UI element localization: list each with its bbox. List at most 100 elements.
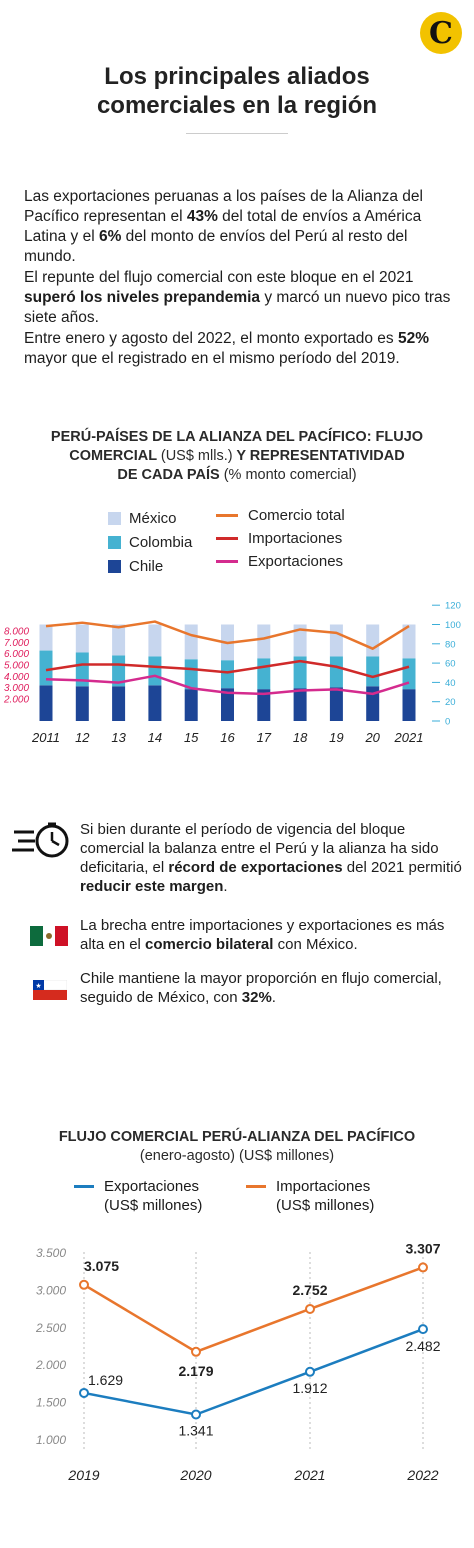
x-axis-label: 19 [329,730,343,745]
right-axis-tick: 120 [445,601,461,612]
imports-data-label: 3.075 [84,1258,119,1274]
bar-mexico [366,624,380,657]
left-axis-tick: 6.000 [4,649,29,660]
page-title: Los principales aliados comerciales en l… [0,62,474,120]
text: Y REPRESENTATIVIDAD [232,448,405,464]
text: La brecha entre importaciones y exportac… [80,917,445,953]
exports-point [191,1409,201,1420]
imports-point [305,1303,315,1314]
y-axis-tick: 3.500 [36,1246,66,1260]
bar-mexico [75,624,89,653]
text: con México. [273,936,358,953]
bar-mexico [148,624,162,657]
text: Las exportaciones peruanas a los países … [24,188,423,225]
bar-chile [184,689,198,721]
exports-point [305,1366,315,1377]
text: . [271,989,276,1006]
label: Exportaciones [104,1178,200,1195]
x-axis-label: 2022 [406,1467,438,1483]
chart2-title-line-2: (enero-agosto) (US$ millones) [139,1148,335,1164]
bar-colombia [402,658,416,690]
legend-colombia: Colombia [108,530,192,554]
chart1-title: PERÚ-PAÍSES DE LA ALIANZA DEL PACÍFICO: … [20,428,454,485]
brand-logo: C [420,12,462,54]
bar-mexico [39,624,53,651]
highlight: 6% [98,228,122,245]
y-axis-tick: 2.500 [35,1321,66,1335]
label: Importaciones [276,1178,371,1195]
bar-chile [75,686,89,721]
x-axis-label: 12 [75,730,90,745]
text: del 2021 permitió [342,859,462,876]
x-axis-label: 17 [257,730,272,745]
bar-colombia [366,656,380,687]
bar-colombia [293,656,307,689]
bar-mexico [293,624,307,657]
left-axis-tick: 4.000 [4,672,29,683]
text: DE CADA PAÍS [117,467,224,483]
text: del monto de envíos del Perú al resto de… [24,228,408,265]
highlight: reducir este margen [80,878,224,895]
stopwatch-icon [10,818,72,862]
imports-point [79,1279,89,1290]
line-swatch [246,1185,266,1188]
y-axis-tick: 1.500 [36,1396,66,1410]
chart2-title-line-1: FLUJO COMERCIAL PERÚ-ALIANZA DEL PACÍFIC… [58,1129,416,1145]
mexico-flag-icon [30,926,68,946]
chart2-legend-exports: Exportaciones (US$ millones) [74,1177,202,1215]
bar-mexico [257,624,271,659]
bar-colombia [75,652,89,687]
exports-data-label: 1.912 [292,1380,327,1396]
bar-colombia [329,656,343,688]
note-3: Chile mantiene la mayor proporción en fl… [80,969,464,1007]
bar-mexico [184,624,198,660]
swatch [108,535,121,549]
x-axis-label: 2011 [31,730,60,745]
intro-paragraph-1: Las exportaciones peruanas a los países … [24,187,456,267]
x-axis-label: 15 [184,730,199,745]
bar-colombia [221,660,234,689]
line-swatch [216,537,238,540]
text: Entre enero y agosto del 2022, el monto … [24,330,398,347]
bar-chile [221,688,234,721]
text: (% monto comercial) [223,467,357,483]
bar-colombia [39,650,53,686]
label: Chile [129,557,164,575]
x-axis-label: 2021 [293,1467,325,1483]
text: . [223,878,228,895]
bar-colombia [112,655,126,687]
y-axis-tick: 3.000 [36,1283,66,1297]
exports-point [418,1324,428,1335]
chart1-title-line-1: PERÚ-PAÍSES DE LA ALIANZA DEL PACÍFICO: … [50,429,424,445]
x-axis-label: 13 [111,730,126,745]
bar-colombia [148,656,162,686]
highlight: superó los niveles prepandemia [24,289,261,306]
line-swatch [216,560,238,563]
label: Colombia [129,533,193,551]
x-axis-label: 2020 [179,1467,211,1483]
exports-data-label: 1.629 [88,1372,123,1388]
bar-chile [293,688,307,721]
text: y marcó un nuevo pico tras siete años. [24,289,451,326]
legend-total: Comercio total [216,504,345,527]
left-axis-tick: 7.000 [4,638,29,649]
imports-data-label: 2.752 [292,1282,327,1298]
legend-mexico: México [108,506,192,530]
label: Exportaciones [248,553,344,570]
bar-mexico [402,624,416,659]
line-swatch [216,514,238,517]
note-1: Si bien durante el período de vigencia d… [80,820,464,896]
highlight: 52% [397,330,429,347]
chart1-title-line-3: DE CADA PAÍS (% monto comercial) [20,466,454,485]
right-axis-tick: 0 [445,717,450,728]
label-unit: (US$ millones) [276,1197,375,1214]
bar-mexico [329,624,343,657]
exports-data-label: 2.482 [405,1338,440,1354]
title-line-1: Los principales aliados [104,63,370,90]
title-line-2: comerciales en la región [96,92,378,119]
x-axis-label: 2019 [67,1467,99,1483]
highlight: récord de exportaciones [168,859,343,876]
bar-colombia [257,658,271,690]
right-axis-tick: 40 [445,678,456,689]
